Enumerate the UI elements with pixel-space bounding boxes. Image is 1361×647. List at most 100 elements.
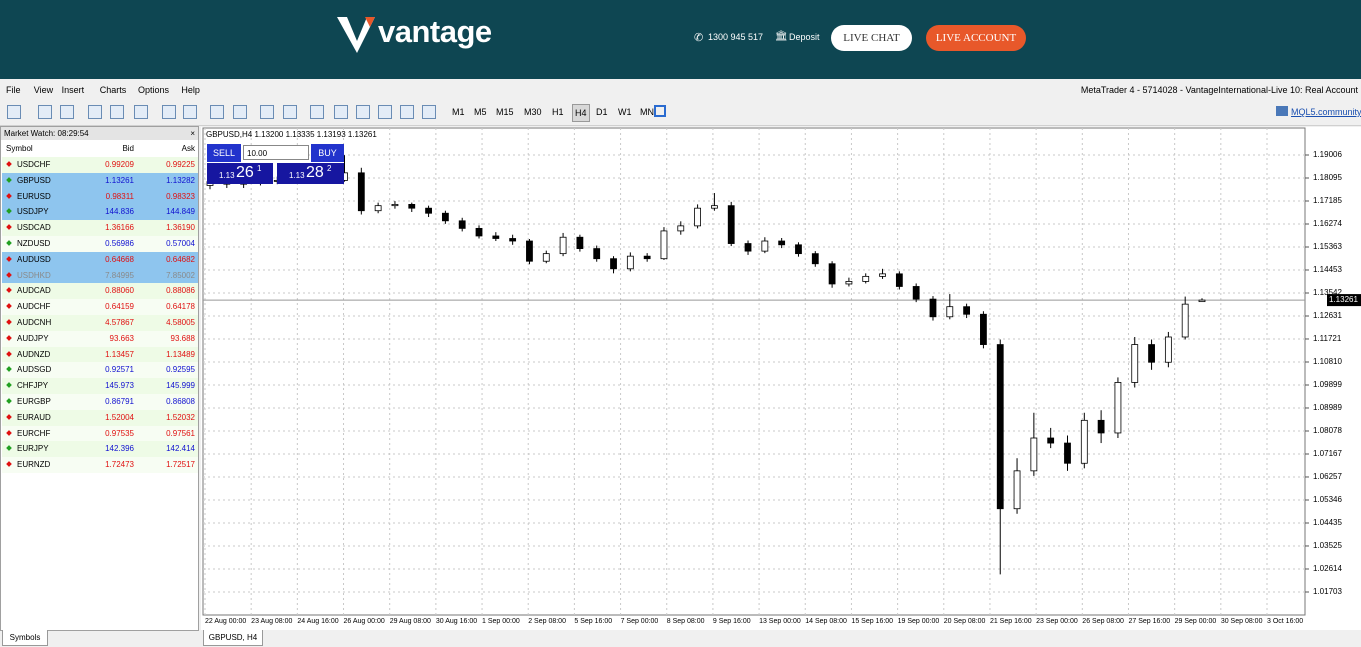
tool-icon[interactable] <box>162 105 176 119</box>
community-link[interactable]: MQL5.community <box>1291 107 1361 117</box>
menu-item[interactable]: File <box>6 85 21 95</box>
market-row[interactable]: USDCAD 1.36166 1.36190 <box>2 220 198 236</box>
candle-body <box>441 212 449 222</box>
tool-icon[interactable] <box>356 105 370 119</box>
tool-icon[interactable] <box>7 105 21 119</box>
tool-icon[interactable] <box>378 105 392 119</box>
y-tick-label: 1.11721 <box>1313 334 1342 343</box>
market-row[interactable]: AUDCHF 0.64159 0.64178 <box>2 299 198 315</box>
tool-icon[interactable] <box>400 105 414 119</box>
menu-item[interactable]: Charts <box>99 85 127 95</box>
y-tick-label: 1.18095 <box>1313 173 1342 182</box>
tool-icon[interactable] <box>654 105 666 117</box>
tool-icon[interactable] <box>38 105 52 119</box>
tool-icon[interactable] <box>183 105 197 119</box>
tool-icon[interactable] <box>134 105 148 119</box>
menu-item[interactable]: Help <box>181 85 200 95</box>
bid: 1.13457 <box>105 349 134 359</box>
menu-item[interactable]: Insert <box>61 85 85 95</box>
tool-icon[interactable] <box>310 105 324 119</box>
tool-icon[interactable] <box>334 105 348 119</box>
live-account-button[interactable]: LIVE ACCOUNT <box>926 25 1026 51</box>
timeframe[interactable]: M1 <box>452 107 465 117</box>
timeframe[interactable]: H4 <box>572 104 590 122</box>
market-row[interactable]: USDCHF 0.99209 0.99225 <box>2 157 198 173</box>
timeframe[interactable]: MN <box>640 107 654 117</box>
market-row[interactable]: AUDJPY 93.663 93.688 <box>2 330 198 347</box>
tool-icon[interactable] <box>233 105 247 119</box>
symbol: AUDCNH <box>17 318 52 327</box>
market-row[interactable]: EURNZD 1.72473 1.72517 <box>2 457 198 473</box>
candle-body <box>509 238 517 242</box>
direction-icon <box>6 255 12 262</box>
market-row[interactable]: USDJPY 144.836 144.849 <box>2 204 198 221</box>
symbol: AUDCAD <box>17 286 51 296</box>
bid: 0.86791 <box>105 397 134 406</box>
lots-input[interactable]: 10.00 <box>243 145 309 160</box>
direction-icon <box>6 366 12 373</box>
x-tick-label: 5 Sep 16:00 <box>574 618 612 625</box>
market-row[interactable]: AUDCAD 0.88060 0.88086 <box>2 283 198 300</box>
buy-button[interactable]: BUY <box>311 144 344 162</box>
timeframe[interactable]: M30 <box>524 107 542 117</box>
x-tick-label: 23 Sep 00:00 <box>1036 618 1078 625</box>
ask: 7.85002 <box>166 270 195 280</box>
market-row[interactable]: AUDCNH 4.57867 4.58005 <box>2 315 198 331</box>
bid: 144.836 <box>105 207 134 217</box>
market-row[interactable]: EURJPY 142.396 142.414 <box>2 441 198 458</box>
close-button[interactable]: × <box>190 129 195 138</box>
direction-icon <box>6 240 12 246</box>
timeframe[interactable]: M5 <box>474 107 487 117</box>
sell-price[interactable]: 1.13 26 1 <box>207 163 273 184</box>
tool-icon[interactable] <box>422 105 436 119</box>
market-row[interactable]: EURGBP 0.86791 0.86808 <box>2 394 198 410</box>
symbols-tab[interactable]: Symbols <box>2 630 48 646</box>
x-tick-label: 26 Aug 00:00 <box>344 618 385 625</box>
market-row[interactable]: CHFJPY 145.973 145.999 <box>2 378 198 394</box>
tool-icon[interactable] <box>110 105 124 119</box>
symbol: AUDCHF <box>17 302 51 312</box>
candle-body <box>727 205 735 244</box>
tool-icon[interactable] <box>283 105 297 119</box>
timeframe[interactable]: H1 <box>552 107 564 117</box>
timeframe[interactable]: D1 <box>596 107 608 117</box>
x-tick-label: 26 Sep 08:00 <box>1082 618 1124 625</box>
market-row[interactable]: EURUSD 0.98311 0.98323 <box>2 188 198 205</box>
market-row[interactable]: AUDNZD 1.13457 1.13489 <box>2 346 198 363</box>
market-row[interactable]: AUDUSD 0.64668 0.64682 <box>2 251 198 268</box>
candle-body <box>828 263 836 285</box>
sell-button[interactable]: SELL <box>207 144 241 162</box>
ask: 0.98323 <box>166 191 195 201</box>
y-tick-label: 1.19006 <box>1313 150 1342 159</box>
tool-icon[interactable] <box>260 105 274 119</box>
market-row[interactable]: EURAUD 1.52004 1.52032 <box>2 409 198 426</box>
live-chat-button[interactable]: LIVE CHAT <box>831 25 912 51</box>
x-tick-label: 21 Sep 16:00 <box>990 618 1032 625</box>
x-tick-label: 27 Sep 16:00 <box>1128 618 1170 625</box>
market-row[interactable]: GBPUSD 1.13261 1.13282 <box>2 172 198 189</box>
market-row[interactable]: USDHKD 7.84995 7.85002 <box>2 267 198 284</box>
tool-icon[interactable] <box>210 105 224 119</box>
menu-item[interactable]: View <box>33 85 54 95</box>
candle-body <box>929 298 937 318</box>
direction-icon <box>6 350 12 357</box>
buy-price[interactable]: 1.13 28 2 <box>277 163 344 184</box>
direction-icon <box>6 287 12 294</box>
symbol: GBPUSD <box>17 175 51 185</box>
phone[interactable]: 1300 945 517 <box>708 32 764 42</box>
market-row[interactable]: NZDUSD 0.56986 0.57004 <box>2 236 198 252</box>
market-row[interactable]: EURCHF 0.97535 0.97561 <box>2 425 198 442</box>
candle-body <box>694 207 701 227</box>
candle-body <box>559 236 567 255</box>
tool-icon[interactable] <box>88 105 102 119</box>
candle-body <box>610 258 617 270</box>
tool-icon[interactable] <box>60 105 74 119</box>
timeframe[interactable]: M15 <box>496 107 514 117</box>
timeframe[interactable]: W1 <box>618 107 632 117</box>
menu-item[interactable]: Options <box>138 85 170 95</box>
chart-tab[interactable]: GBPUSD, H4 <box>203 630 263 646</box>
market-row[interactable]: AUDSGD 0.92571 0.92595 <box>2 362 198 379</box>
y-tick-label: 1.16274 <box>1313 219 1342 228</box>
deposit[interactable]: Deposit <box>789 32 820 42</box>
y-tick-label: 1.17185 <box>1313 196 1342 205</box>
